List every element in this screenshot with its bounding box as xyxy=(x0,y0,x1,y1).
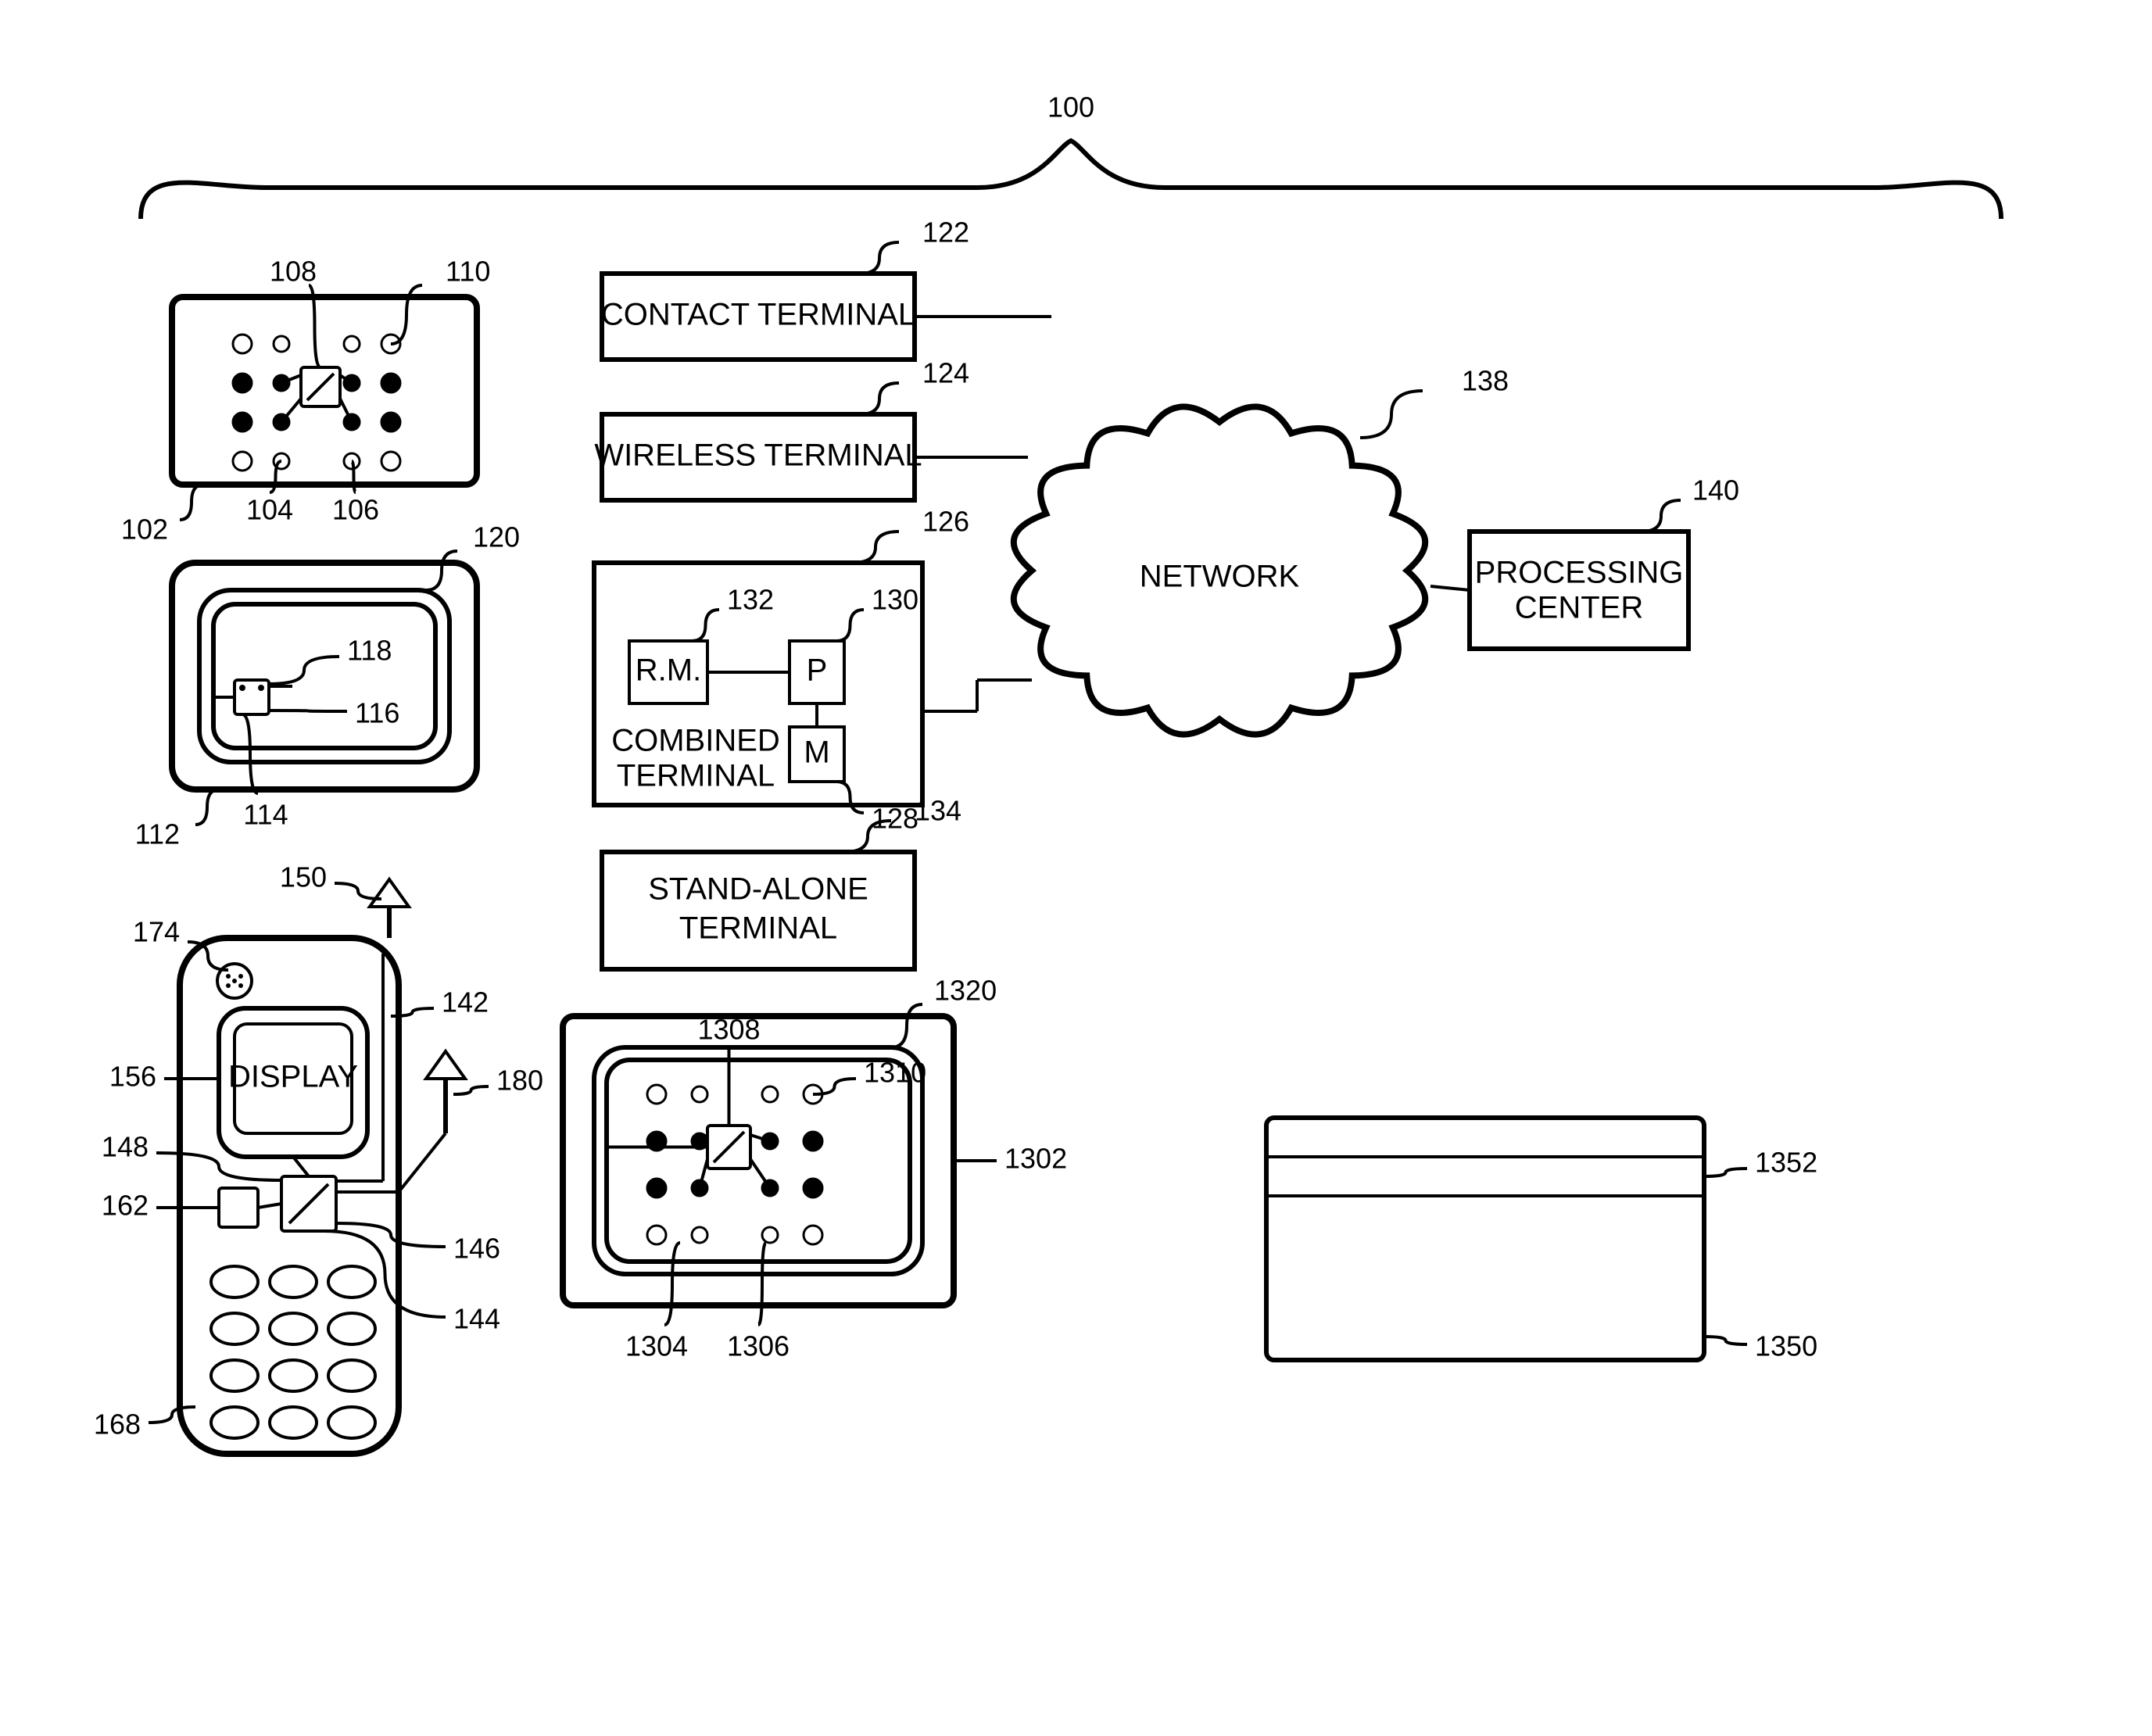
ref-1304: 1304 xyxy=(625,1330,688,1362)
ref-108: 108 xyxy=(270,256,317,288)
ref-1306: 1306 xyxy=(727,1330,790,1362)
keypad-key xyxy=(211,1266,258,1298)
ref-156: 156 xyxy=(109,1061,156,1093)
ref-132: 132 xyxy=(727,584,774,616)
keypad-key xyxy=(211,1360,258,1391)
ref-102: 102 xyxy=(121,514,168,546)
processing-center-label-1: PROCESSING xyxy=(1475,556,1684,590)
ref-122: 122 xyxy=(922,217,969,249)
standalone-terminal-label-2: TERMINAL xyxy=(679,911,837,946)
keypad-key xyxy=(270,1407,317,1438)
processing-center-label-2: CENTER xyxy=(1515,591,1643,625)
ref-1352: 1352 xyxy=(1755,1147,1817,1179)
ref-128: 128 xyxy=(872,803,918,835)
ref-1320: 1320 xyxy=(934,975,997,1007)
ref-120: 120 xyxy=(473,521,520,553)
combined-terminal-label-2: TERMINAL xyxy=(617,759,775,793)
display-label: DISPLAY xyxy=(228,1060,358,1094)
wireless-terminal-label: WIRELESS TERMINAL xyxy=(594,438,922,473)
ref-144: 144 xyxy=(453,1303,500,1335)
phone-chip-small xyxy=(219,1188,258,1227)
ref-124: 124 xyxy=(922,357,969,389)
ref-168: 168 xyxy=(94,1408,141,1441)
ref-126: 126 xyxy=(922,506,969,538)
keypad-key xyxy=(328,1266,375,1298)
keypad-key xyxy=(211,1313,258,1344)
ref-110: 110 xyxy=(446,256,490,288)
ref-1350: 1350 xyxy=(1755,1330,1817,1362)
system-brace xyxy=(141,141,2001,219)
m-label: M xyxy=(804,736,829,770)
standalone-terminal-label-1: STAND-ALONE xyxy=(648,872,868,907)
ref-104: 104 xyxy=(246,494,293,526)
rm-label: R.M. xyxy=(636,653,701,688)
antenna-card-112 xyxy=(172,563,477,789)
ref-114: 114 xyxy=(243,799,288,831)
keypad-key xyxy=(270,1266,317,1298)
ref-180: 180 xyxy=(496,1065,543,1097)
ref-148: 148 xyxy=(102,1131,149,1163)
ref-106: 106 xyxy=(332,494,379,526)
ref-174: 174 xyxy=(133,916,180,948)
keypad-key xyxy=(328,1407,375,1438)
combined-terminal-label-1: COMBINED xyxy=(611,724,780,758)
ref-142: 142 xyxy=(442,986,489,1018)
ref-162: 162 xyxy=(102,1190,149,1222)
ref-116: 116 xyxy=(355,697,399,729)
ref-134: 134 xyxy=(915,795,961,827)
ref-1302: 1302 xyxy=(1004,1143,1067,1175)
keypad-key xyxy=(328,1360,375,1391)
keypad-key xyxy=(211,1407,258,1438)
ref-138: 138 xyxy=(1462,365,1509,397)
ref-130: 130 xyxy=(872,584,918,616)
ref-1308: 1308 xyxy=(697,1014,760,1046)
p-label: P xyxy=(807,653,828,688)
ref-146: 146 xyxy=(453,1233,500,1265)
magstripe-card xyxy=(1266,1118,1704,1360)
keypad-key xyxy=(270,1360,317,1391)
antenna-chip xyxy=(235,680,269,714)
keypad-key xyxy=(270,1313,317,1344)
keypad-key xyxy=(328,1313,375,1344)
ref-118: 118 xyxy=(347,635,392,667)
network-label: NETWORK xyxy=(1140,560,1300,594)
ref-150: 150 xyxy=(280,861,327,893)
ref-100: 100 xyxy=(1047,91,1094,123)
ref-140: 140 xyxy=(1692,474,1739,506)
ref-112: 112 xyxy=(135,818,180,850)
ref-1310: 1310 xyxy=(864,1057,926,1089)
contact-terminal-label: CONTACT TERMINAL xyxy=(601,298,915,332)
